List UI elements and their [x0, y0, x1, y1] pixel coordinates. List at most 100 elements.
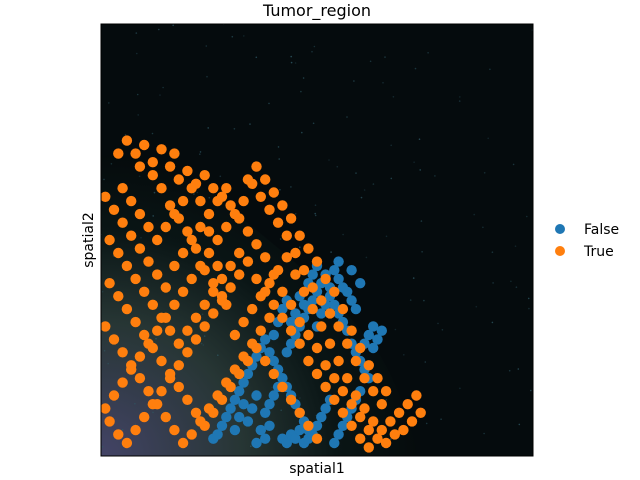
speckle — [200, 342, 203, 345]
speckle — [392, 96, 395, 98]
speckle — [530, 389, 532, 392]
scatter-point-true — [212, 195, 223, 207]
scatter-point-true — [359, 373, 370, 384]
speckle — [314, 204, 317, 206]
speckle — [136, 52, 138, 55]
scatter-point-true — [380, 386, 392, 397]
scatter-point-false — [264, 347, 275, 358]
scatter-point-true — [363, 360, 374, 371]
scatter-point-true — [117, 217, 128, 228]
speckle — [101, 290, 104, 293]
speckle — [403, 354, 405, 356]
scatter-point-false — [277, 373, 288, 384]
scatter-point-false — [264, 399, 275, 410]
scatter-point-false — [251, 437, 262, 449]
speckle — [219, 175, 222, 178]
scatter-point-true — [268, 368, 279, 380]
speckle — [342, 233, 344, 236]
scatter-point-true — [156, 183, 167, 194]
scatter-point-true — [298, 265, 310, 276]
scatter-point-true — [126, 230, 137, 241]
scatter-point-true — [156, 312, 167, 323]
speckle — [250, 445, 252, 448]
scatter-point-false — [346, 265, 357, 276]
scatter-point-true — [108, 390, 120, 401]
scatter-point-false — [264, 420, 275, 431]
scatter-point-true — [329, 286, 340, 297]
scatter-point-false — [333, 256, 344, 267]
scatter-point-true — [173, 360, 184, 371]
scatter-point-true — [260, 174, 271, 185]
scatter-point-true — [152, 399, 163, 410]
speckle — [492, 282, 494, 284]
scatter-point-true — [333, 321, 344, 332]
scatter-point-true — [169, 299, 180, 310]
scatter-point-true — [355, 342, 366, 354]
scatter-point-true — [160, 282, 171, 293]
scatter-point-true — [212, 260, 223, 272]
speckle — [487, 137, 490, 140]
scatter-point-true — [186, 273, 197, 285]
scatter-point-true — [147, 170, 158, 181]
scatter-point-true — [389, 429, 400, 440]
scatter-point-true — [268, 299, 279, 310]
speckle — [483, 432, 485, 435]
scatter-point-true — [303, 420, 314, 431]
scatter-point-true — [203, 403, 215, 414]
scatter-point-true — [290, 269, 301, 280]
scatter-point-false — [320, 403, 331, 414]
scatter-point-false — [238, 399, 249, 410]
scatter-point-false — [294, 424, 305, 436]
scatter-point-true — [281, 230, 292, 241]
scatter-point-true — [372, 433, 383, 444]
speckle — [255, 56, 258, 59]
scatter-point-true — [229, 329, 241, 341]
scatter-point-true — [225, 282, 236, 293]
speckle — [346, 116, 348, 118]
speckle — [231, 35, 234, 38]
scatter-point-true — [101, 191, 111, 202]
scatter-point-true — [113, 247, 124, 259]
scatter-point-true — [303, 329, 314, 341]
scatter-point-false — [242, 368, 254, 380]
speckle — [151, 132, 154, 135]
speckle — [427, 52, 429, 54]
scatter-point-true — [221, 183, 232, 194]
scatter-point-true — [342, 338, 353, 349]
scatter-point-true — [108, 334, 120, 345]
scatter-point-false — [268, 355, 279, 367]
speckle — [517, 368, 520, 370]
scatter-point-true — [376, 399, 387, 410]
speckle — [353, 80, 355, 82]
scatter-point-false — [329, 437, 340, 449]
scatter-point-true — [173, 338, 184, 349]
speckle — [336, 165, 339, 168]
speckle — [528, 307, 530, 310]
scatter-point-true — [368, 416, 379, 427]
speckle — [491, 321, 494, 324]
speckle — [459, 387, 461, 390]
scatter-point-true — [234, 247, 245, 259]
scatter-point-true — [311, 256, 323, 267]
speckle — [458, 100, 461, 102]
scatter-point-true — [311, 342, 323, 354]
scatter-point-false — [242, 416, 254, 427]
scatter-point-true — [134, 208, 146, 220]
scatter-point-true — [134, 373, 146, 384]
scatter-point-false — [216, 420, 228, 431]
scatter-point-true — [307, 282, 318, 293]
scatter-point-true — [229, 208, 241, 220]
scatter-point-true — [199, 170, 210, 181]
speckle — [207, 127, 209, 129]
scatter-point-true — [134, 243, 146, 254]
scatter-point-false — [260, 433, 271, 444]
scatter-point-false — [329, 299, 340, 310]
scatter-point-true — [238, 351, 249, 362]
scatter-point-true — [126, 195, 137, 207]
scatter-point-true — [320, 381, 331, 393]
speckle — [134, 423, 137, 425]
speckle — [278, 158, 281, 160]
y-axis-label: spatial2 — [81, 212, 97, 268]
scatter-point-true — [221, 299, 232, 310]
speckle — [205, 45, 208, 47]
